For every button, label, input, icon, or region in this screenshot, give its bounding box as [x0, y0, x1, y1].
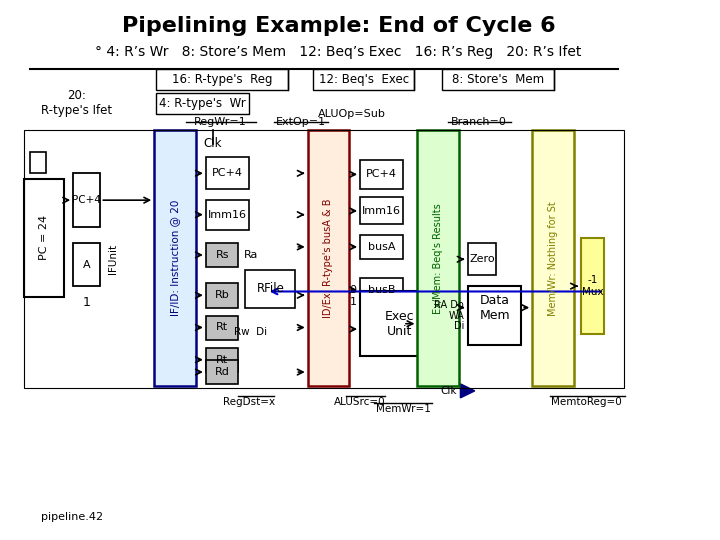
Text: Rd: Rd	[215, 367, 230, 377]
Text: ° 4: R’s Wr   8: Store’s Mem   12: Beq’s Exec   16: R’s Reg   20: R’s Ifet: ° 4: R’s Wr 8: Store’s Mem 12: Beq’s Exe…	[95, 45, 582, 59]
FancyBboxPatch shape	[360, 292, 439, 356]
Text: 0: 0	[349, 285, 356, 295]
Text: Pipelining Example: End of Cycle 6: Pipelining Example: End of Cycle 6	[122, 16, 555, 36]
Text: IF/ID: Instruction @ 20: IF/ID: Instruction @ 20	[170, 200, 180, 316]
Text: WA: WA	[449, 310, 464, 321]
FancyBboxPatch shape	[206, 284, 238, 308]
Text: busB: busB	[368, 285, 395, 295]
FancyBboxPatch shape	[30, 152, 46, 173]
FancyBboxPatch shape	[156, 69, 288, 90]
Text: RegDst=x: RegDst=x	[222, 396, 275, 407]
Text: Ra: Ra	[244, 250, 258, 260]
FancyBboxPatch shape	[246, 270, 295, 308]
FancyBboxPatch shape	[360, 278, 403, 302]
FancyBboxPatch shape	[154, 130, 196, 386]
Text: IFUnit: IFUnit	[107, 244, 117, 274]
Text: 8: Store's  Mem: 8: Store's Mem	[452, 73, 544, 86]
FancyBboxPatch shape	[156, 93, 249, 114]
FancyBboxPatch shape	[443, 69, 554, 90]
Text: MemtoReg=0: MemtoReg=0	[551, 396, 621, 407]
FancyBboxPatch shape	[532, 130, 574, 386]
FancyBboxPatch shape	[73, 243, 100, 286]
FancyBboxPatch shape	[360, 198, 403, 224]
Text: Imm16: Imm16	[362, 206, 401, 216]
Text: Rw  Di: Rw Di	[235, 327, 268, 337]
Text: PC+4: PC+4	[72, 195, 102, 205]
FancyBboxPatch shape	[206, 243, 238, 267]
FancyBboxPatch shape	[73, 173, 100, 227]
Text: pipeline.42: pipeline.42	[41, 512, 103, 522]
Text: Clk: Clk	[441, 386, 456, 396]
Text: Rt: Rt	[216, 355, 228, 365]
Text: ExtOp=1: ExtOp=1	[276, 117, 326, 127]
FancyBboxPatch shape	[360, 235, 403, 259]
FancyBboxPatch shape	[581, 238, 604, 334]
FancyBboxPatch shape	[418, 130, 459, 386]
Text: PC = 24: PC = 24	[39, 215, 49, 260]
FancyBboxPatch shape	[360, 160, 403, 190]
Text: RegWr=1: RegWr=1	[194, 117, 246, 127]
Text: Di: Di	[454, 321, 464, 332]
Text: 16: R-type's  Reg: 16: R-type's Reg	[172, 73, 273, 86]
FancyBboxPatch shape	[313, 69, 414, 90]
Text: ALUOp=Sub: ALUOp=Sub	[318, 109, 385, 119]
Text: Rs: Rs	[215, 250, 229, 260]
FancyBboxPatch shape	[206, 360, 238, 384]
Text: PC+4: PC+4	[366, 170, 397, 179]
Text: Zero: Zero	[469, 254, 495, 264]
FancyBboxPatch shape	[307, 130, 349, 386]
Text: Clk: Clk	[204, 137, 222, 150]
Text: MemWr=1: MemWr=1	[376, 403, 431, 414]
Text: -1
Mux: -1 Mux	[582, 275, 603, 297]
Text: A: A	[83, 260, 91, 269]
Text: PC+4: PC+4	[212, 168, 243, 178]
Text: 1: 1	[83, 296, 91, 309]
FancyBboxPatch shape	[467, 243, 496, 275]
Text: RA Do: RA Do	[434, 300, 464, 310]
Text: 1: 1	[349, 297, 356, 307]
Text: Mem/Wr: Nothing for St: Mem/Wr: Nothing for St	[548, 201, 558, 315]
FancyBboxPatch shape	[206, 157, 249, 190]
FancyBboxPatch shape	[24, 179, 64, 297]
Text: Rb: Rb	[215, 290, 230, 300]
Polygon shape	[460, 384, 474, 398]
FancyBboxPatch shape	[206, 200, 249, 230]
Text: busA: busA	[368, 242, 395, 252]
FancyBboxPatch shape	[467, 286, 521, 345]
Text: Exec
Unit: Exec Unit	[384, 310, 414, 338]
Text: RFile: RFile	[256, 282, 284, 295]
Text: Imm16: Imm16	[208, 210, 247, 220]
Text: ID/Ex: R-type's busA & B: ID/Ex: R-type's busA & B	[323, 198, 333, 318]
FancyBboxPatch shape	[206, 316, 238, 340]
Text: Rt: Rt	[216, 322, 228, 333]
FancyBboxPatch shape	[206, 348, 238, 372]
Text: 20:
R-type's Ifet: 20: R-type's Ifet	[41, 90, 112, 118]
Text: Data
Mem: Data Mem	[480, 294, 510, 322]
Text: Branch=0: Branch=0	[451, 117, 506, 127]
Text: Ex/Mem: Beq's Results: Ex/Mem: Beq's Results	[433, 203, 444, 314]
Text: 12: Beq's  Exec: 12: Beq's Exec	[318, 73, 409, 86]
Text: ALUSrc=0: ALUSrc=0	[334, 396, 386, 407]
Text: 4: R-type's  Wr: 4: R-type's Wr	[159, 97, 246, 110]
